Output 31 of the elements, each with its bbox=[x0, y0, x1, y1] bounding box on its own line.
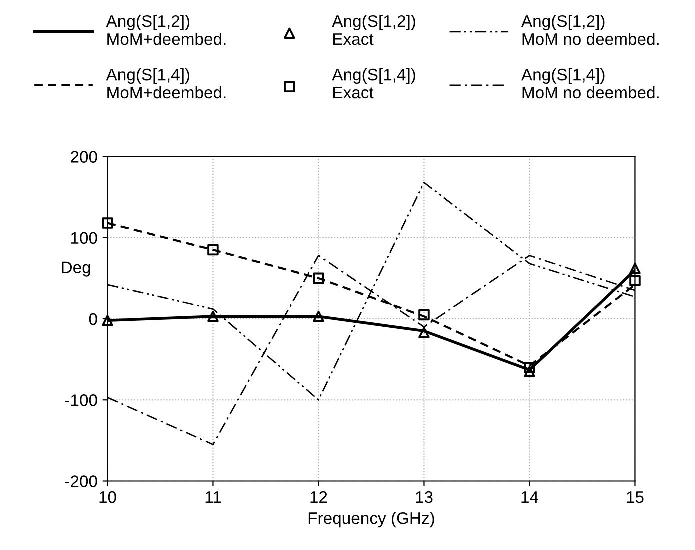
point bbox=[418, 327, 430, 338]
point bbox=[418, 309, 430, 321]
legend-label: Ang(S[1,2]) MoM+deembed. bbox=[106, 15, 226, 46]
point bbox=[524, 366, 536, 378]
y-tick-label: 100 bbox=[71, 232, 98, 244]
point bbox=[208, 310, 219, 322]
y-tick-label: 200 bbox=[71, 151, 98, 163]
point bbox=[313, 272, 324, 284]
x-tick-label: 12 bbox=[310, 491, 328, 504]
point bbox=[630, 275, 641, 287]
x-tick-label: 11 bbox=[206, 492, 222, 504]
y-tick-label: -200 bbox=[65, 476, 98, 488]
x-tick-label: 10 bbox=[100, 491, 116, 504]
point bbox=[102, 314, 114, 326]
point bbox=[313, 310, 324, 322]
point bbox=[102, 218, 114, 229]
legend-label: Ang(S[1,2]) Exact bbox=[332, 15, 416, 46]
legend-label: Ang(S[1,2]) MoM no deembed. bbox=[521, 15, 659, 46]
y-axis-title: Deg bbox=[62, 262, 90, 277]
x-tick-label: 15 bbox=[627, 492, 644, 504]
legend-label: Ang(S[1,4]) MoM+deembed. bbox=[106, 68, 226, 99]
legend-label: Ang(S[1,4]) MoM no deembed. bbox=[521, 68, 659, 99]
legend-label: Ang(S[1,4]) Exact bbox=[332, 68, 416, 99]
point bbox=[524, 362, 536, 374]
point bbox=[208, 244, 219, 256]
x-tick-label: 13 bbox=[416, 491, 433, 504]
point bbox=[630, 263, 641, 274]
y-tick-label: 0 bbox=[89, 313, 98, 326]
y-tick-label: -100 bbox=[65, 394, 98, 406]
x-axis-title: Frequency (GHz) bbox=[308, 512, 434, 528]
x-tick-label: 14 bbox=[522, 492, 539, 504]
